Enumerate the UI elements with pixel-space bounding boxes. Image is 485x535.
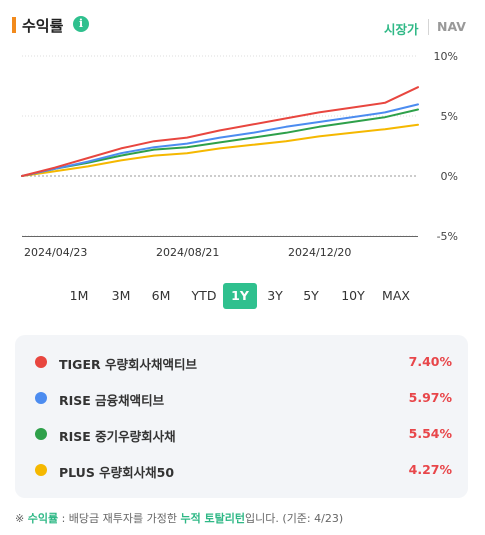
toggle-market-price[interactable]: 시장가 — [384, 22, 419, 37]
series-line — [21, 103, 419, 177]
y-tick-label: 0% — [441, 170, 458, 183]
period-ytd[interactable]: YTD — [191, 288, 217, 303]
footnote-suffix: 입니다. (기준: 4/23) — [245, 512, 344, 525]
period-1m[interactable]: 1M — [69, 288, 89, 303]
legend-dot — [35, 428, 47, 440]
legend-dot — [35, 392, 47, 404]
x-tick-label: 2024/12/20 — [288, 246, 351, 259]
period-5y[interactable]: 5Y — [303, 288, 319, 303]
title-accent-bar — [12, 17, 16, 33]
period-3m[interactable]: 3M — [111, 288, 131, 303]
legend-row: RISE 금융채액티브 5.97% — [15, 387, 468, 409]
period-6m[interactable]: 6M — [151, 288, 171, 303]
period-1y[interactable]: 1Y — [223, 283, 257, 309]
footnote-term-total-return: 누적 토탈리턴 — [180, 512, 246, 525]
legend-row: RISE 중기우량회사채 5.54% — [15, 423, 468, 445]
y-tick-label: 5% — [441, 110, 458, 123]
page-title: 수익률 — [22, 17, 64, 35]
series-line — [21, 108, 419, 177]
legend-row: PLUS 우량회사채50 4.27% — [15, 459, 468, 481]
x-tick-label: 2024/08/21 — [156, 246, 219, 259]
legend-value: 5.97% — [408, 390, 452, 405]
legend-value: 4.27% — [408, 462, 452, 477]
legend-dot — [35, 356, 47, 368]
period-10y[interactable]: 10Y — [341, 288, 365, 303]
legend-dot — [35, 464, 47, 476]
series-line — [21, 123, 419, 177]
y-tick-label: 10% — [434, 50, 458, 63]
info-icon[interactable]: i — [73, 16, 89, 32]
legend-name: RISE 중기우량회사채 — [59, 429, 176, 444]
y-tick-label: -5% — [437, 230, 458, 243]
footnote: ※ 수익률 : 배당금 재투자를 가정한 누적 토탈리턴입니다. (기준: 4/… — [15, 510, 343, 526]
period-max[interactable]: MAX — [382, 288, 410, 303]
legend-name: RISE 금융채액티브 — [59, 393, 165, 408]
legend-panel: TIGER 우량회사채액티브 7.40% RISE 금융채액티브 5.97% RISE … — [15, 335, 468, 498]
legend-name: TIGER 우량회사채액티브 — [59, 357, 197, 372]
return-chart: 10% 5% 0% -5% 2024/04/23 2024/08/21 2024/12/20 — [21, 50, 458, 259]
legend-value: 7.40% — [408, 354, 452, 369]
legend-name: PLUS 우량회사채50 — [59, 465, 175, 480]
header: 수익률 i 시장가 NAV — [0, 0, 485, 44]
footnote-term-return: 수익률 — [27, 512, 59, 525]
toggle-nav[interactable]: NAV — [437, 19, 466, 34]
x-tick-label: 2024/04/23 — [24, 246, 87, 259]
period-3y[interactable]: 3Y — [267, 288, 283, 303]
legend-row: TIGER 우량회사채액티브 7.40% — [15, 351, 468, 373]
footnote-mid: : 배당금 재투자를 가정한 — [58, 512, 181, 525]
legend-value: 5.54% — [408, 426, 452, 441]
toggle-divider — [428, 19, 429, 35]
series-line — [21, 86, 419, 177]
footnote-prefix: ※ — [15, 512, 28, 525]
